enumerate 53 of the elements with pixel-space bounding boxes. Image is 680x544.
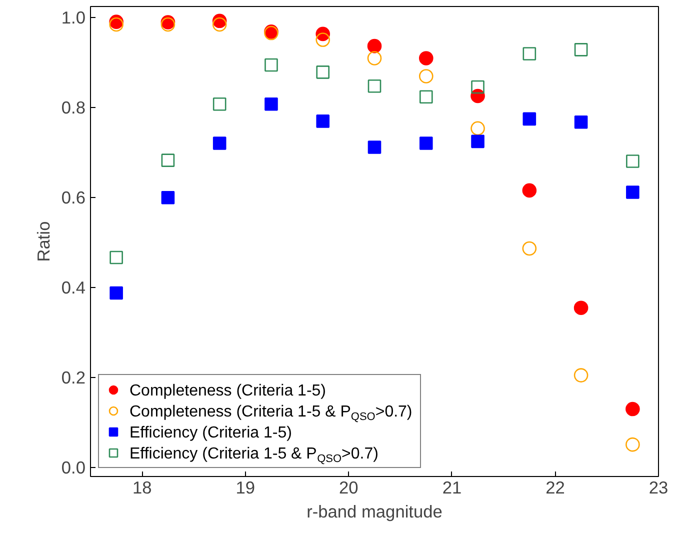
x-tick-label: 23 — [648, 478, 668, 498]
point — [574, 43, 588, 56]
point — [264, 97, 278, 111]
y-tick-label: 0.8 — [61, 98, 86, 118]
point — [419, 136, 433, 150]
x-tick-label: 20 — [339, 478, 358, 498]
point — [161, 154, 175, 167]
x-axis-title: r-band magnitude — [306, 502, 442, 522]
y-tick-label: 1.0 — [61, 8, 86, 28]
point — [470, 88, 485, 104]
point — [418, 51, 434, 66]
point — [471, 134, 484, 148]
point — [626, 186, 640, 199]
point — [418, 69, 434, 84]
point — [212, 17, 227, 32]
point — [522, 183, 537, 198]
y-tick-label: 0.0 — [61, 458, 86, 478]
y-tick-label: 0.2 — [61, 368, 86, 388]
y-axis-title: Ratio — [33, 221, 54, 262]
y-tick-label: 0.4 — [61, 278, 86, 298]
point — [522, 241, 537, 256]
legend-label: Completeness (Criteria 1-5) — [130, 382, 326, 400]
point — [212, 136, 226, 150]
point — [367, 51, 382, 66]
point — [316, 32, 330, 47]
point — [368, 79, 382, 93]
point — [316, 66, 330, 79]
point — [368, 140, 382, 154]
y-tick-label: 0.6 — [61, 188, 86, 208]
point — [522, 112, 536, 126]
point — [316, 114, 330, 128]
x-tick-label: 22 — [546, 478, 565, 498]
legend-label: Efficiency (Criteria 1-5) — [130, 424, 292, 442]
point — [264, 58, 278, 72]
x-tick-label: 18 — [132, 478, 152, 498]
point — [574, 115, 588, 129]
point — [470, 121, 485, 136]
point — [109, 17, 124, 32]
point — [626, 402, 640, 416]
x-tick-label: 21 — [442, 478, 462, 498]
point — [110, 286, 123, 300]
point — [626, 154, 640, 168]
point — [161, 191, 175, 204]
point — [367, 38, 382, 54]
point — [626, 437, 640, 452]
point — [471, 80, 484, 94]
point — [110, 250, 123, 264]
x-tick-label: 19 — [236, 478, 256, 498]
point — [212, 97, 226, 111]
point — [574, 368, 588, 382]
point — [522, 47, 536, 60]
point — [574, 300, 588, 315]
point — [419, 90, 433, 104]
